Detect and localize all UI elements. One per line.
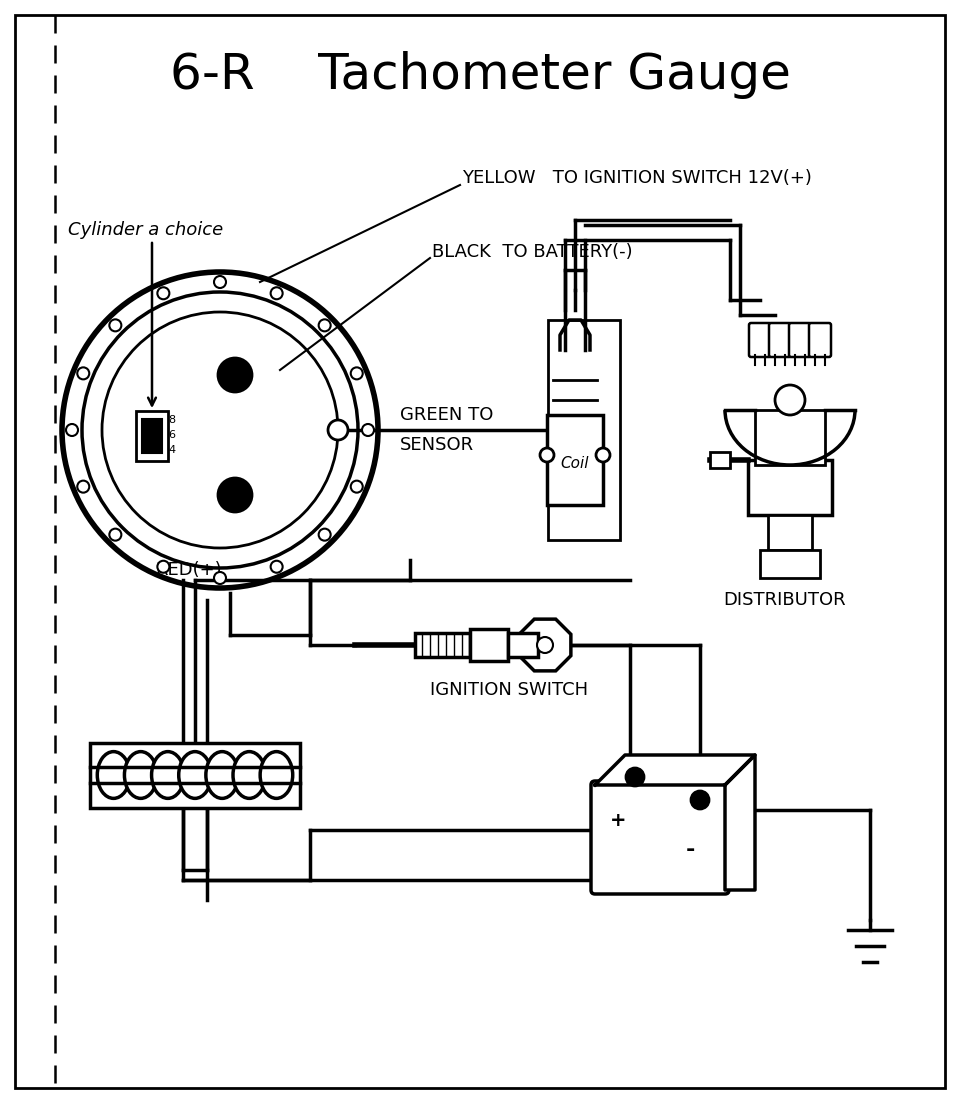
Circle shape — [540, 448, 554, 462]
Bar — [470, 629, 508, 661]
FancyBboxPatch shape — [591, 781, 729, 895]
Circle shape — [775, 385, 805, 415]
Text: 4: 4 — [168, 445, 175, 456]
Circle shape — [271, 287, 282, 299]
Circle shape — [319, 320, 330, 331]
Circle shape — [626, 768, 644, 786]
Circle shape — [350, 367, 363, 379]
Ellipse shape — [152, 751, 184, 799]
Circle shape — [66, 424, 78, 436]
Circle shape — [82, 292, 358, 568]
Bar — [548, 320, 620, 540]
Circle shape — [214, 572, 226, 583]
Text: DISTRIBUTOR: DISTRIBUTOR — [724, 591, 847, 609]
Polygon shape — [725, 754, 755, 890]
Circle shape — [319, 528, 330, 540]
Circle shape — [362, 424, 374, 436]
Text: 6-R    Tachometer Gauge: 6-R Tachometer Gauge — [170, 51, 790, 99]
Bar — [547, 415, 603, 505]
Text: RED(+): RED(+) — [155, 561, 222, 579]
Circle shape — [328, 420, 348, 440]
Circle shape — [157, 560, 169, 572]
Circle shape — [102, 312, 338, 548]
Circle shape — [271, 560, 282, 572]
Circle shape — [537, 638, 553, 653]
Ellipse shape — [125, 751, 157, 799]
Circle shape — [77, 367, 89, 379]
Ellipse shape — [179, 751, 211, 799]
Text: +: + — [610, 811, 626, 829]
FancyBboxPatch shape — [789, 323, 811, 357]
Circle shape — [596, 448, 610, 462]
Ellipse shape — [97, 751, 130, 799]
Bar — [136, 411, 168, 461]
Bar — [142, 419, 162, 453]
Bar — [768, 515, 812, 550]
Circle shape — [77, 481, 89, 493]
FancyBboxPatch shape — [769, 323, 791, 357]
Text: BLACK  TO BATTERY(-): BLACK TO BATTERY(-) — [432, 243, 633, 261]
Bar — [415, 633, 470, 657]
Circle shape — [157, 287, 169, 299]
Bar — [90, 743, 300, 808]
Ellipse shape — [233, 751, 266, 799]
Bar — [710, 452, 730, 468]
Ellipse shape — [205, 751, 238, 799]
Polygon shape — [595, 754, 755, 785]
Circle shape — [214, 276, 226, 288]
Circle shape — [218, 478, 252, 512]
Text: Coil: Coil — [561, 457, 589, 471]
FancyBboxPatch shape — [809, 323, 831, 357]
Circle shape — [109, 528, 121, 540]
Circle shape — [218, 358, 252, 392]
Bar — [755, 410, 825, 465]
Circle shape — [691, 791, 709, 808]
Ellipse shape — [260, 751, 293, 799]
Bar — [748, 460, 832, 515]
Text: IGNITION SWITCH: IGNITION SWITCH — [430, 681, 588, 699]
Circle shape — [62, 272, 378, 588]
Text: GREEN TO: GREEN TO — [400, 406, 493, 424]
Bar — [760, 550, 820, 578]
Text: Cylinder a choice: Cylinder a choice — [68, 221, 224, 239]
FancyBboxPatch shape — [749, 323, 771, 357]
Text: YELLOW   TO IGNITION SWITCH 12V(+): YELLOW TO IGNITION SWITCH 12V(+) — [462, 169, 812, 188]
Bar — [508, 633, 538, 657]
Text: SENSOR: SENSOR — [400, 436, 474, 454]
Text: 6: 6 — [168, 430, 175, 440]
Text: -: - — [685, 840, 695, 860]
Circle shape — [109, 320, 121, 331]
Text: 8: 8 — [168, 415, 175, 425]
Circle shape — [350, 481, 363, 493]
